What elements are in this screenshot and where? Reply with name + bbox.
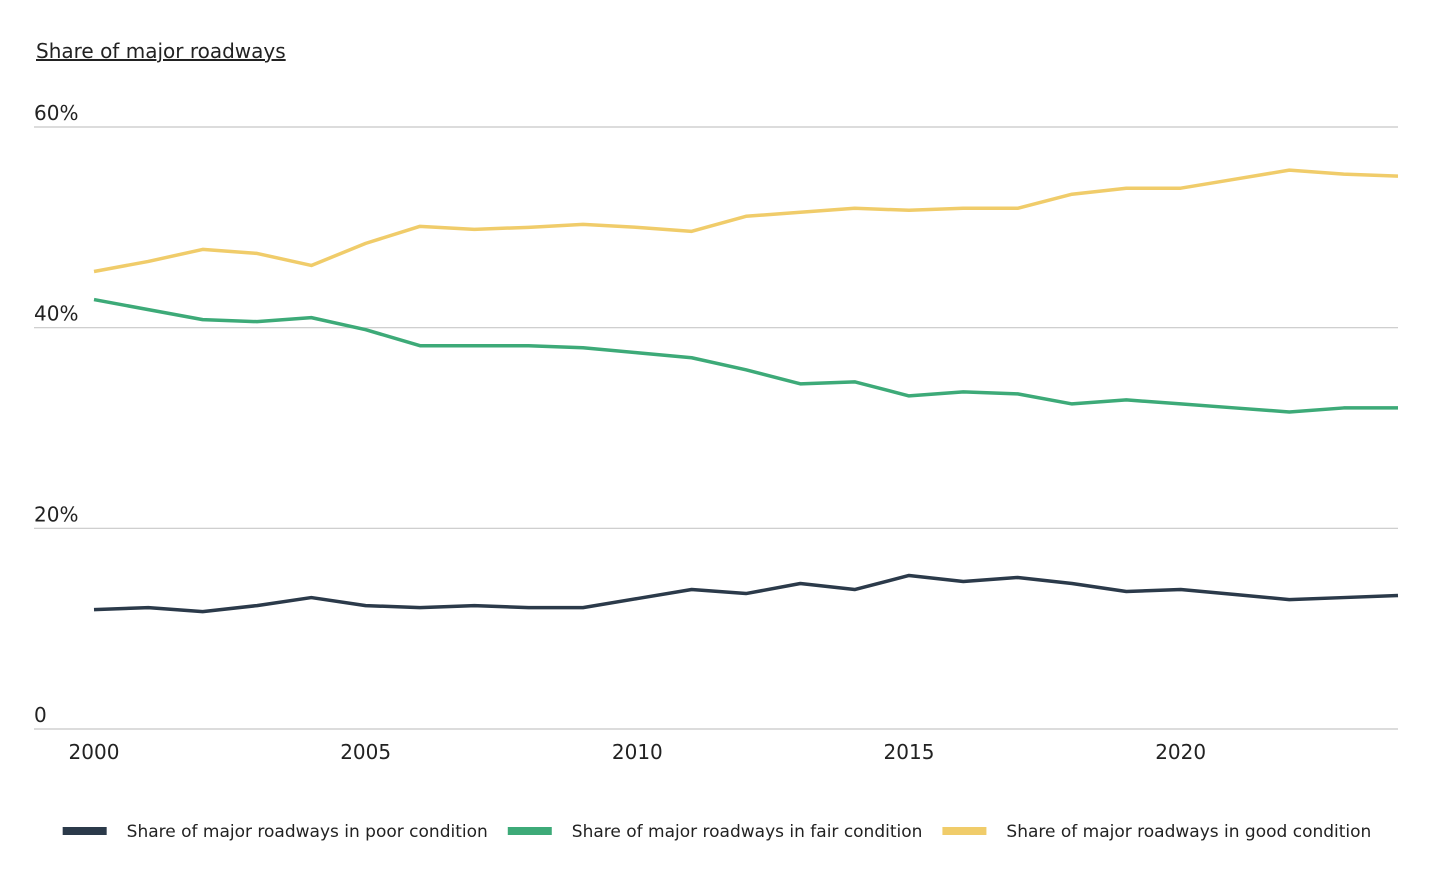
y-tick-label: 40% xyxy=(34,302,78,326)
x-tick-label: 2000 xyxy=(69,740,120,764)
series-line xyxy=(93,297,1398,414)
series-line xyxy=(93,168,1399,274)
legend-label: Share of major roadways in good conditio… xyxy=(1006,822,1371,842)
chart-title: Share of major roadways xyxy=(36,39,286,63)
x-tick-label: 2010 xyxy=(612,740,663,764)
x-tick-label: 2020 xyxy=(1155,740,1206,764)
x-tick-label: 2005 xyxy=(340,740,391,764)
y-tick-label: 20% xyxy=(34,502,78,526)
legend-label: Share of major roadways in poor conditio… xyxy=(127,822,488,842)
y-tick-label: 0 xyxy=(34,703,47,727)
y-tick-label: 60% xyxy=(34,101,78,125)
x-tick-label: 2015 xyxy=(884,740,935,764)
legend-label: Share of major roadways in fair conditio… xyxy=(572,822,923,842)
series-line xyxy=(93,573,1399,614)
